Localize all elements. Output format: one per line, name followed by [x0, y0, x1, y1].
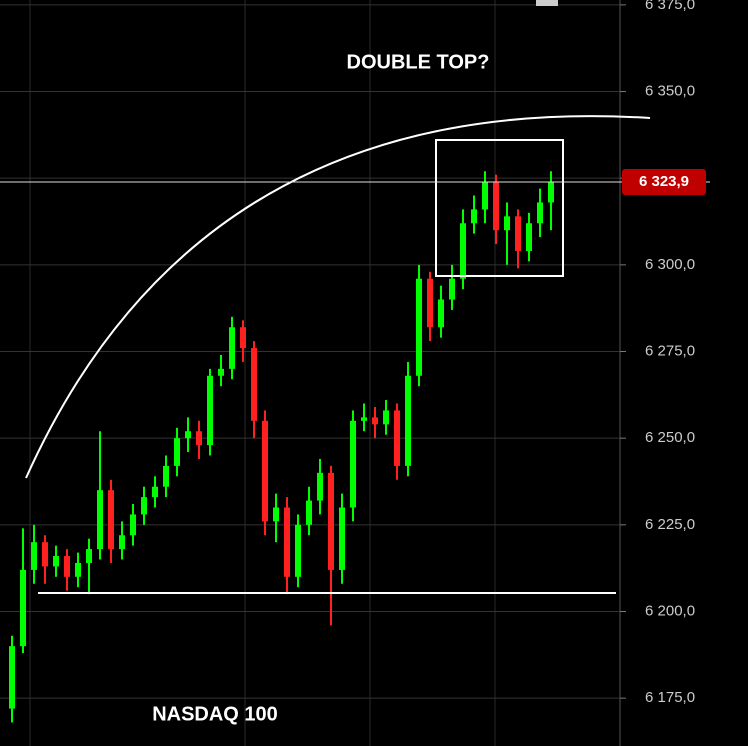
y-tick-label: 6 350,0 [645, 82, 695, 99]
candle-body [438, 299, 444, 328]
candle-body [196, 431, 202, 446]
candle-body [20, 569, 26, 647]
candle-body [350, 420, 356, 508]
y-tick-label: 6 225,0 [645, 516, 695, 533]
candle-body [339, 507, 345, 570]
y-tick-label: 6 200,0 [645, 602, 695, 619]
y-tick-label: 6 275,0 [645, 342, 695, 359]
candle-body [64, 556, 70, 577]
candle-body [372, 417, 378, 425]
candle-body [229, 327, 235, 369]
candle-body [185, 431, 191, 439]
candle-body [427, 278, 433, 328]
candle-body [515, 216, 521, 251]
candle-body [207, 375, 213, 446]
last-price-box [622, 168, 706, 195]
candle-body [251, 348, 257, 421]
candle-body [471, 209, 477, 224]
candle-body [328, 472, 334, 570]
candle-body [394, 410, 400, 466]
candle-body [130, 514, 136, 536]
candle-body [306, 500, 312, 525]
candle-body [493, 181, 499, 231]
arc-annotation [25, 115, 651, 479]
candle-body [240, 327, 246, 349]
chart-title: DOUBLE TOP? [347, 51, 490, 73]
candle-body [75, 562, 81, 577]
annotation: NASDAQ 100 [152, 703, 278, 725]
candle-body [548, 181, 554, 203]
candle-body [317, 472, 323, 501]
candle-body [174, 438, 180, 466]
y-tick-label: 6 250,0 [645, 429, 695, 446]
candle-body [361, 417, 367, 421]
candle-body [537, 202, 543, 224]
y-tick-label: 6 175,0 [645, 689, 695, 706]
y-tick-label: 6 375,0 [645, 0, 695, 13]
candle-body [119, 535, 125, 550]
candle-body [295, 524, 301, 577]
last-price-label: 6 323,9 [639, 173, 689, 190]
candle-body [218, 368, 224, 376]
candle-body [449, 278, 455, 300]
icon [536, 0, 558, 6]
candle-body [42, 542, 48, 567]
candle-body [141, 497, 147, 515]
highlight-box [435, 139, 564, 277]
candle-body [526, 223, 532, 251]
candle-body [460, 223, 466, 279]
candle-body [416, 278, 422, 376]
candle-body [9, 646, 15, 709]
y-tick-label: 6 300,0 [645, 256, 695, 273]
vertical-grid [29, 0, 496, 746]
candle-body [86, 549, 92, 563]
candle-body [31, 542, 37, 570]
candle-body [108, 490, 114, 550]
candle-body [53, 556, 59, 567]
candle-body [273, 507, 279, 522]
candle-body [152, 486, 158, 498]
candle-body [163, 465, 169, 487]
candle-body [97, 490, 103, 550]
candle-body [284, 507, 290, 577]
candle-body [482, 181, 488, 210]
candle-body [504, 216, 510, 231]
candle-body [383, 410, 389, 425]
candle-body [262, 420, 268, 522]
candle-body [405, 375, 411, 466]
